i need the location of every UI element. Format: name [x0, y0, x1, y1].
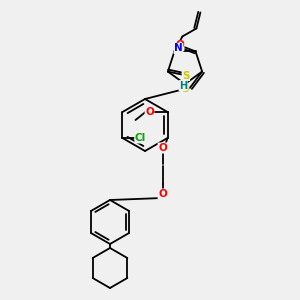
Text: Cl: Cl: [135, 133, 146, 143]
Text: O: O: [145, 107, 154, 117]
Text: O: O: [158, 189, 167, 199]
Text: S: S: [182, 70, 190, 81]
Text: O: O: [158, 143, 167, 153]
Text: O: O: [175, 40, 184, 50]
Text: S: S: [181, 84, 189, 94]
Text: H: H: [179, 81, 187, 91]
Text: N: N: [174, 44, 183, 53]
